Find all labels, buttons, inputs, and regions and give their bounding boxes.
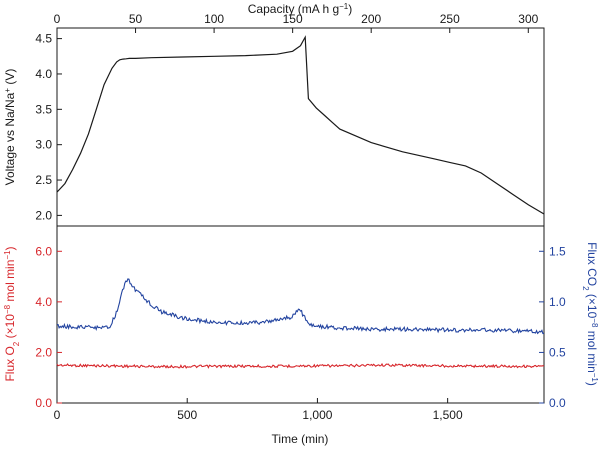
voltage-axis-label: Voltage vs Na/Na+ (V) [3, 69, 18, 186]
voltage-axis-ticks: 2.0 2.5 3.0 3.5 4.0 4.5 [35, 32, 62, 222]
co2-flux-axis-label: Flux CO2 (×10−8 mol min−1) [582, 242, 600, 386]
voltage-tick-label: 2.0 [35, 208, 52, 222]
co2-flux-tick-label: 1.0 [549, 295, 566, 309]
o2-flux-tick-label: 0.0 [35, 396, 52, 410]
time-tick-label: 1,500 [433, 408, 463, 422]
co2-flux-series-line [57, 278, 545, 335]
voltage-tick-label: 3.0 [35, 138, 52, 152]
bottom-panel: 0 500 1,000 1,500 0.0 2.0 4.0 6.0 0.0 0.5 1.0 1.5… [3, 225, 600, 446]
voltage-tick-label: 4.0 [35, 67, 52, 81]
voltage-tick-label: 2.5 [35, 173, 52, 187]
bottom-plot-frame [56, 225, 545, 404]
capacity-tick-label: 250 [440, 12, 460, 26]
top-plot-frame [56, 27, 545, 227]
co2-flux-axis-ticks: 0.0 0.5 1.0 1.5 [539, 244, 566, 410]
time-tick-label: 500 [177, 408, 197, 422]
capacity-tick-label: 100 [204, 12, 224, 26]
voltage-series-line [56, 35, 545, 215]
capacity-tick-label: 150 [283, 12, 303, 26]
capacity-tick-label: 50 [129, 12, 143, 26]
voltage-tick-label: 4.5 [35, 32, 52, 46]
capacity-tick-label: 300 [518, 12, 538, 26]
time-axis-ticks: 0 500 1,000 1,500 [54, 398, 463, 422]
time-tick-label: 1,000 [302, 408, 332, 422]
o2-flux-axis-ticks: 0.0 2.0 4.0 6.0 [35, 244, 62, 410]
top-panel: 0 50 100 150 200 250 300 2.0 2.5 3.0 3.5 4.0 4.5 Ca… [3, 2, 545, 227]
capacity-tick-label: 200 [361, 12, 381, 26]
o2-flux-axis-label: Flux O2 (×10−8 mol min−1) [3, 246, 21, 381]
time-axis-label: Time (min) [272, 432, 329, 446]
co2-flux-tick-label: 1.5 [549, 244, 566, 258]
capacity-tick-label: 0 [54, 12, 61, 26]
co2-flux-tick-label: 0.0 [549, 396, 566, 410]
o2-flux-tick-label: 6.0 [35, 244, 52, 258]
o2-flux-tick-label: 4.0 [35, 295, 52, 309]
capacity-axis-ticks: 0 50 100 150 200 250 300 [54, 12, 539, 33]
capacity-axis-label: Capacity (mA h g−1) [248, 2, 353, 17]
o2-flux-tick-label: 2.0 [35, 345, 52, 359]
co2-flux-tick-label: 0.5 [549, 345, 566, 359]
time-tick-label: 0 [54, 408, 61, 422]
voltage-tick-label: 3.5 [35, 102, 52, 116]
o2-flux-series-line [56, 362, 545, 369]
